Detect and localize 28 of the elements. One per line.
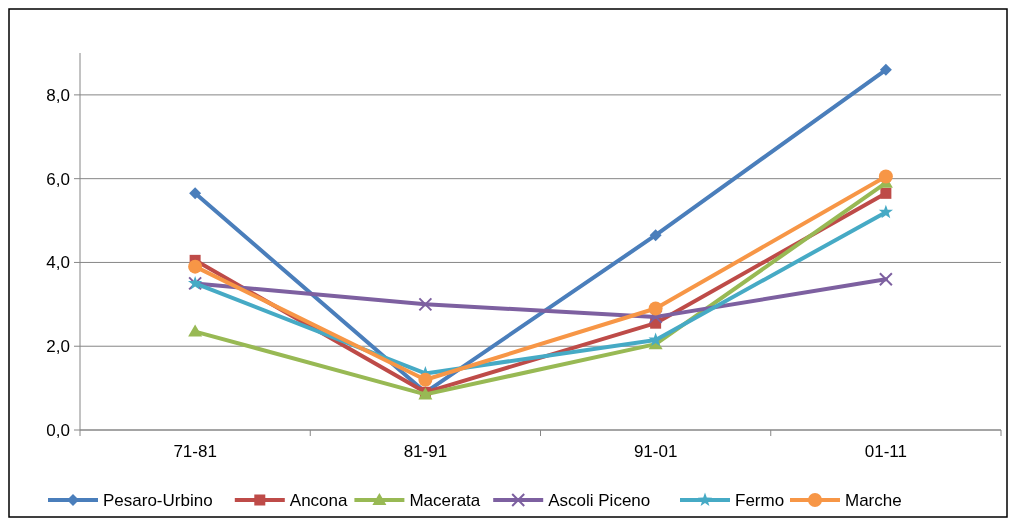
point xyxy=(648,332,663,347)
legend-label: Fermo xyxy=(735,491,785,510)
legend-label: Pesaro-Urbino xyxy=(103,491,213,510)
y-tick-label: 2,0 xyxy=(46,337,70,357)
y-tick-label: 0,0 xyxy=(46,421,70,440)
point xyxy=(880,187,892,199)
point xyxy=(878,169,893,184)
x-tick-label: 91-01 xyxy=(633,442,678,461)
y-tick-label: 8,0 xyxy=(46,85,70,105)
point xyxy=(418,372,433,387)
point xyxy=(878,272,893,287)
point xyxy=(648,301,663,316)
x-tick-label: 81-91 xyxy=(403,442,448,461)
point xyxy=(418,297,433,312)
legend-label: Ascoli Piceno xyxy=(548,491,651,510)
point xyxy=(188,324,203,337)
x-tick-label: 01-11 xyxy=(864,442,907,461)
y-tick-label: 4,0 xyxy=(46,253,70,273)
point xyxy=(189,187,202,200)
x-tick-label: 71-81 xyxy=(173,442,217,461)
point xyxy=(188,259,203,274)
legend-label: Ancona xyxy=(289,491,348,510)
point xyxy=(649,229,662,242)
point xyxy=(878,204,894,219)
legend-label: Macerata xyxy=(409,491,481,510)
legend-label: Marche xyxy=(845,491,902,510)
point xyxy=(879,63,892,76)
y-tick-label: 6,0 xyxy=(46,169,70,189)
